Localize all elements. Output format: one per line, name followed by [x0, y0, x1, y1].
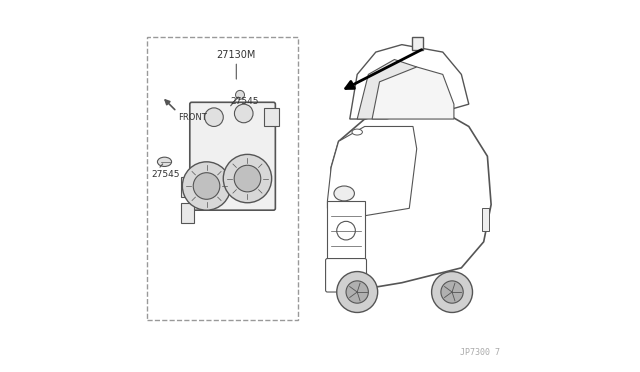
Ellipse shape — [157, 157, 172, 167]
Polygon shape — [349, 45, 468, 119]
Circle shape — [346, 281, 369, 303]
FancyBboxPatch shape — [326, 259, 367, 292]
Circle shape — [205, 108, 223, 126]
Text: FRONT: FRONT — [178, 113, 207, 122]
Circle shape — [441, 281, 463, 303]
Ellipse shape — [334, 186, 355, 201]
Circle shape — [234, 165, 260, 192]
Text: 27130M: 27130M — [216, 49, 256, 60]
Bar — [180, 203, 193, 223]
Bar — [264, 108, 279, 126]
Circle shape — [337, 272, 378, 312]
Text: JP7300 7: JP7300 7 — [460, 348, 500, 357]
Bar — [482, 208, 488, 231]
Bar — [415, 38, 423, 48]
Circle shape — [193, 173, 220, 199]
Bar — [180, 177, 193, 197]
Polygon shape — [328, 112, 491, 290]
Circle shape — [182, 162, 231, 210]
Ellipse shape — [352, 129, 362, 135]
Polygon shape — [328, 126, 417, 216]
Polygon shape — [357, 60, 417, 119]
Polygon shape — [372, 67, 454, 119]
Polygon shape — [328, 201, 365, 260]
Circle shape — [223, 154, 271, 203]
Bar — [147, 37, 298, 320]
Text: 27545: 27545 — [152, 170, 180, 179]
Text: 27545: 27545 — [230, 97, 259, 106]
Circle shape — [234, 104, 253, 123]
Circle shape — [431, 272, 472, 312]
Circle shape — [337, 221, 355, 240]
FancyBboxPatch shape — [190, 102, 275, 210]
Circle shape — [236, 90, 244, 99]
Bar — [412, 37, 424, 50]
